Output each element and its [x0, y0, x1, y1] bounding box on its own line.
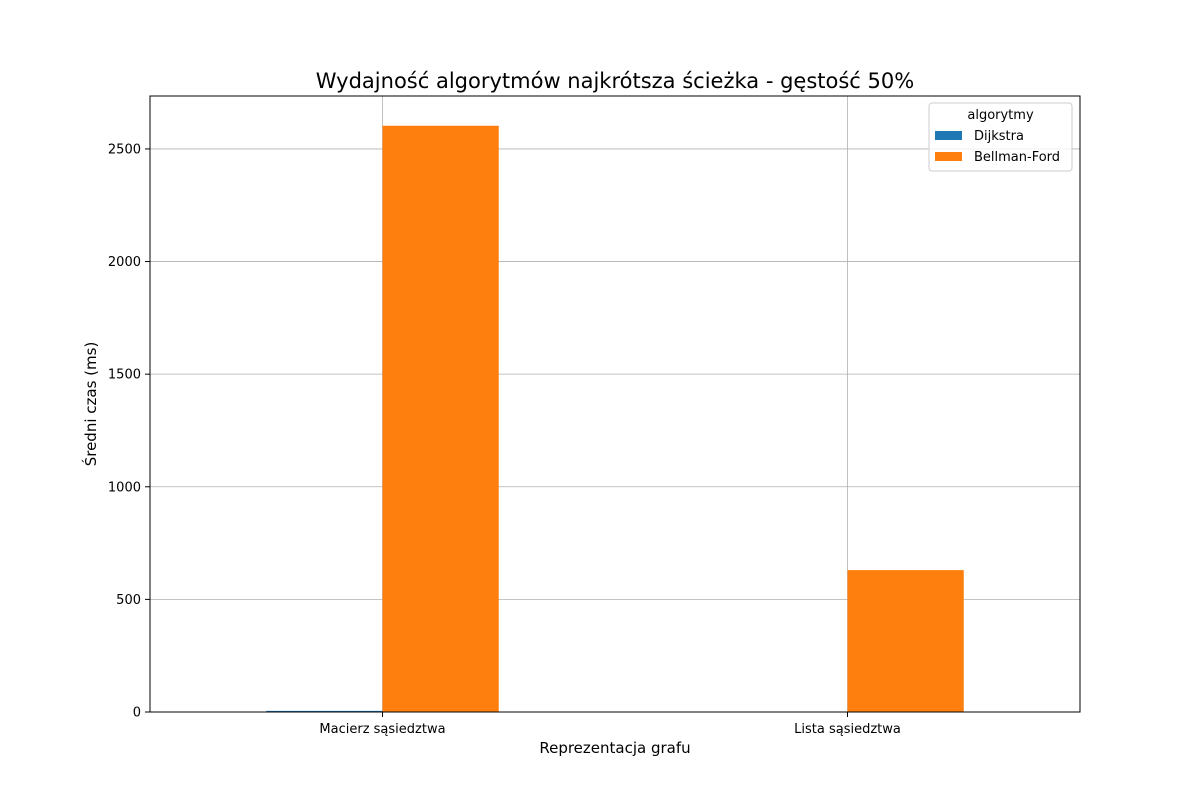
y-tick-label: 0: [133, 706, 141, 721]
bar: [382, 125, 499, 712]
plot-area: 0 500 1000 1500 2000 2500 Macierz sąsiedztwa Li…: [108, 95, 1081, 737]
x-tick-label: Lista sąsiedztwa: [794, 722, 901, 737]
legend-swatch: [935, 152, 962, 161]
legend-entry: Bellman-Ford: [974, 150, 1060, 165]
chart-title: Wydajność algorytmów najkrótsza ścieżka …: [316, 69, 914, 93]
x-tick-label: Macierz sąsiedztwa: [319, 722, 445, 737]
axes-frame: [149, 95, 1081, 713]
y-tick-label: 500: [116, 593, 141, 608]
y-tick-label: 2000: [108, 255, 141, 270]
bar: [266, 710, 383, 712]
legend: algorytmy Dijkstra Bellman-Ford: [928, 102, 1073, 172]
legend-entry: Dijkstra: [974, 129, 1024, 144]
y-tick-label: 1500: [108, 368, 141, 383]
y-tick-label: 1000: [108, 480, 141, 495]
legend-box: [928, 102, 1073, 172]
legend-swatch: [935, 131, 962, 140]
legend-title: algorytmy: [967, 108, 1034, 123]
y-axis-label: Średni czas (ms): [81, 342, 100, 467]
x-axis-label: Reprezentacja grafu: [539, 739, 690, 757]
bar: [847, 570, 964, 712]
y-tick-label: 2500: [108, 142, 141, 157]
